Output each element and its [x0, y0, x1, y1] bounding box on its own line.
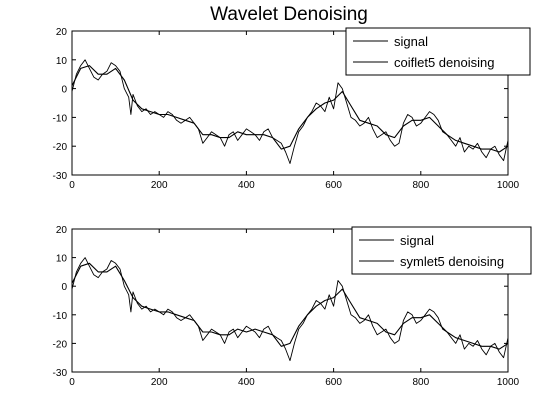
legend-label: signal	[394, 34, 428, 49]
y-tick-label: 10	[56, 56, 68, 67]
y-tick-label: -10	[53, 113, 68, 124]
x-tick-label: 400	[238, 377, 255, 388]
y-tick-label: 20	[56, 225, 68, 236]
y-tick-label: -20	[53, 339, 68, 350]
x-tick-label: 800	[412, 377, 429, 388]
denoised-line	[71, 262, 509, 350]
x-tick-label: 1000	[497, 180, 520, 191]
legend-label: signal	[400, 233, 434, 248]
x-tick-label: 600	[325, 180, 342, 191]
signal-line	[71, 59, 509, 164]
y-tick-label: -30	[53, 368, 68, 379]
y-tick-label: 0	[61, 282, 67, 293]
x-tick-label: 0	[69, 377, 75, 388]
y-tick-label: 20	[56, 27, 68, 38]
bottom-subplot: 0 200 400 600 800 1000 -30 -20 -10 0 10 20 signal sym…	[53, 225, 532, 388]
x-tick-label: 1000	[497, 377, 520, 388]
legend-box	[351, 226, 532, 275]
figure-title: Wavelet Denoising	[210, 4, 368, 25]
top-subplot: 0 200 400 600 800 1000 -30 -20 -10 0 10 20 signal coi…	[53, 27, 531, 191]
x-tick-label: 0	[69, 180, 75, 191]
signal-line	[71, 257, 509, 362]
x-tick-label: 400	[238, 180, 255, 191]
y-tick-label: 10	[56, 254, 68, 265]
denoised-line	[71, 65, 509, 153]
legend: signal coiflet5 denoising	[345, 27, 531, 76]
x-tick-label: 200	[151, 180, 168, 191]
y-tick-label: -30	[53, 171, 68, 182]
legend-label: coiflet5 denoising	[394, 55, 494, 70]
x-tick-label: 600	[325, 377, 342, 388]
y-tick-label: 0	[61, 85, 67, 96]
legend: signal symlet5 denoising	[351, 226, 532, 275]
y-tick-label: -10	[53, 311, 68, 322]
x-tick-label: 200	[151, 377, 168, 388]
y-tick-label: -20	[53, 142, 68, 153]
legend-label: symlet5 denoising	[400, 254, 504, 269]
legend-box	[345, 27, 531, 76]
x-tick-label: 800	[412, 180, 429, 191]
